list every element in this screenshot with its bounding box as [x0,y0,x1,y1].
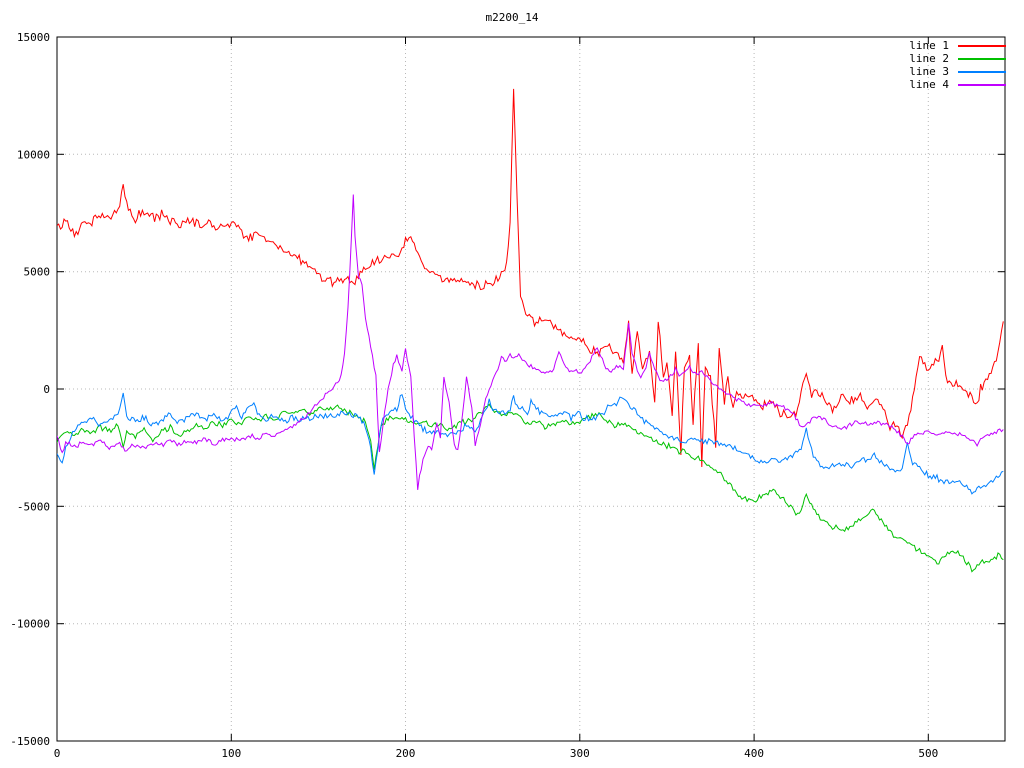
svg-text:-10000: -10000 [10,618,50,631]
legend-item-line1: line 1 [909,39,1006,52]
legend-item-line4: line 4 [909,78,1006,91]
svg-text:200: 200 [396,747,416,760]
svg-text:10000: 10000 [17,148,50,161]
svg-text:-15000: -15000 [10,735,50,748]
legend: line 1 line 2 line 3 line 4 [909,39,1006,91]
svg-text:0: 0 [54,747,61,760]
svg-text:15000: 15000 [17,31,50,44]
svg-text:400: 400 [744,747,764,760]
legend-label-line4: line 4 [909,78,949,91]
legend-item-line3: line 3 [909,65,1006,78]
legend-line-sample-2 [958,57,1006,60]
legend-label-line1: line 1 [909,39,949,52]
svg-text:100: 100 [221,747,241,760]
legend-line-sample-1 [958,44,1006,47]
legend-line-sample-4 [958,83,1006,86]
svg-text:300: 300 [570,747,590,760]
legend-label-line2: line 2 [909,52,949,65]
svg-text:500: 500 [918,747,938,760]
legend-item-line2: line 2 [909,52,1006,65]
legend-label-line3: line 3 [909,65,949,78]
svg-text:0: 0 [43,383,50,396]
chart-title: m2200_14 [485,11,539,24]
svg-text:-5000: -5000 [17,500,50,513]
svg-text:5000: 5000 [24,266,51,279]
legend-line-sample-3 [958,70,1006,73]
